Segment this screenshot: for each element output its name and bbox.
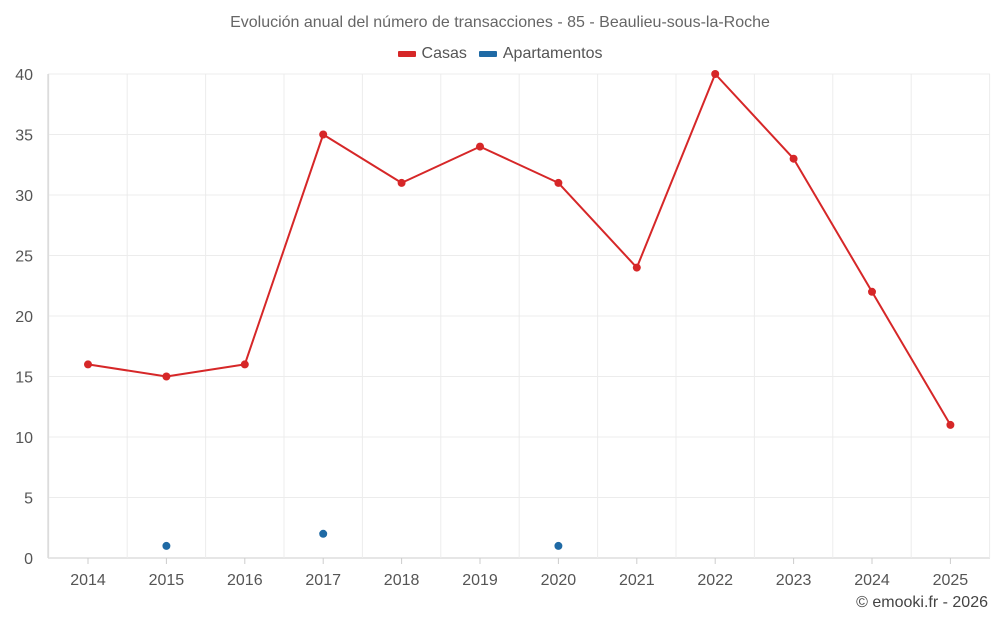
data-point-casas: [476, 142, 484, 151]
x-tick-label: 2016: [227, 572, 263, 589]
x-tick-label: 2019: [462, 572, 498, 589]
legend-label-apartamentos: Apartamentos: [502, 45, 603, 62]
data-point-casas: [240, 360, 249, 369]
data-point-casas: [789, 154, 798, 163]
data-point-casas: [868, 287, 876, 296]
data-point-casas: [319, 130, 328, 139]
data-point-casas: [162, 372, 171, 381]
x-tick-label: 2017: [305, 572, 341, 589]
data-point-apartamentos: [554, 541, 563, 550]
credit-text: © emooki.fr - 2026: [856, 594, 988, 611]
data-point-casas: [946, 420, 955, 429]
data-point-apartamentos: [162, 541, 171, 550]
y-tick-label: 5: [24, 491, 33, 508]
x-tick-label: 2018: [384, 572, 420, 589]
y-tick-label: 25: [15, 249, 33, 266]
y-tick-label: 10: [15, 430, 33, 447]
y-tick-label: 40: [15, 67, 33, 84]
y-tick-label: 30: [15, 188, 33, 205]
data-point-casas: [711, 70, 720, 78]
x-tick-label: 2015: [149, 572, 185, 589]
series-line-casas: [87, 73, 952, 426]
legend-swatch-casas: [397, 51, 416, 57]
y-tick-label: 35: [15, 128, 33, 145]
data-point-casas: [632, 263, 641, 272]
x-tick-label: 2023: [776, 572, 812, 589]
y-tick-label: 0: [24, 551, 33, 568]
x-tick-label: 2024: [854, 572, 890, 589]
x-tick-label: 2025: [933, 572, 969, 589]
data-point-apartamentos: [319, 529, 328, 538]
data-point-casas: [84, 360, 92, 369]
chart-legend: Casas Apartamentos: [0, 45, 1000, 63]
data-point-casas: [397, 178, 406, 187]
legend-label-casas: Casas: [421, 45, 467, 62]
y-tick-label: 20: [15, 309, 33, 326]
x-tick-label: 2020: [541, 572, 577, 589]
x-tick-label: 2021: [619, 572, 655, 589]
legend-item-casas[interactable]: Casas: [397, 45, 467, 63]
x-tick-label: 2014: [70, 572, 106, 589]
legend-item-apartamentos[interactable]: Apartamentos: [478, 45, 603, 63]
chart-title: Evolución anual del número de transaccio…: [230, 14, 770, 31]
legend-swatch-apartamentos: [478, 51, 497, 57]
x-tick-label: 2022: [697, 572, 733, 589]
data-point-casas: [554, 178, 563, 187]
y-tick-label: 15: [15, 370, 33, 387]
